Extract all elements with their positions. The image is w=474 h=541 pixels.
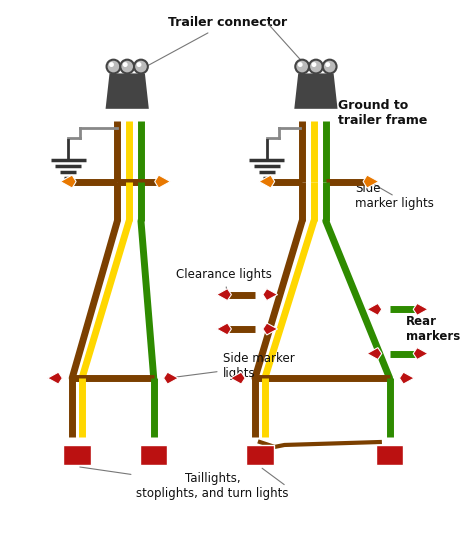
Polygon shape (363, 175, 379, 188)
Polygon shape (106, 74, 149, 109)
Polygon shape (367, 348, 382, 360)
Polygon shape (400, 372, 414, 384)
Polygon shape (413, 304, 428, 315)
Polygon shape (294, 74, 337, 109)
Bar (140, 445, 167, 465)
Polygon shape (263, 289, 278, 301)
Polygon shape (47, 372, 62, 384)
Polygon shape (263, 323, 278, 335)
Circle shape (311, 62, 317, 67)
Circle shape (323, 60, 337, 74)
Circle shape (134, 60, 148, 74)
Text: Clearance lights: Clearance lights (176, 268, 272, 292)
Circle shape (295, 60, 309, 74)
Circle shape (298, 62, 303, 67)
Text: Rear
markers: Rear markers (406, 315, 461, 343)
Bar (376, 445, 403, 465)
Polygon shape (217, 289, 231, 301)
Polygon shape (367, 304, 382, 315)
Circle shape (109, 62, 114, 67)
Polygon shape (217, 323, 231, 335)
Bar (64, 445, 91, 465)
Circle shape (120, 60, 134, 74)
Text: Ground to
trailer frame: Ground to trailer frame (337, 99, 427, 127)
Circle shape (325, 62, 330, 67)
Polygon shape (413, 348, 428, 360)
Circle shape (137, 62, 141, 67)
Polygon shape (230, 372, 245, 384)
Text: Side
marker lights: Side marker lights (355, 182, 434, 210)
Polygon shape (60, 175, 76, 188)
Circle shape (123, 62, 128, 67)
Polygon shape (155, 175, 171, 188)
Text: Trailer connector: Trailer connector (139, 16, 287, 70)
Circle shape (107, 60, 120, 74)
Polygon shape (259, 175, 274, 188)
Circle shape (309, 60, 323, 74)
Polygon shape (164, 372, 178, 384)
Bar (246, 445, 273, 465)
Text: Taillights,
stoplights, and turn lights: Taillights, stoplights, and turn lights (80, 467, 289, 500)
Text: Side marker
lights: Side marker lights (170, 352, 294, 380)
